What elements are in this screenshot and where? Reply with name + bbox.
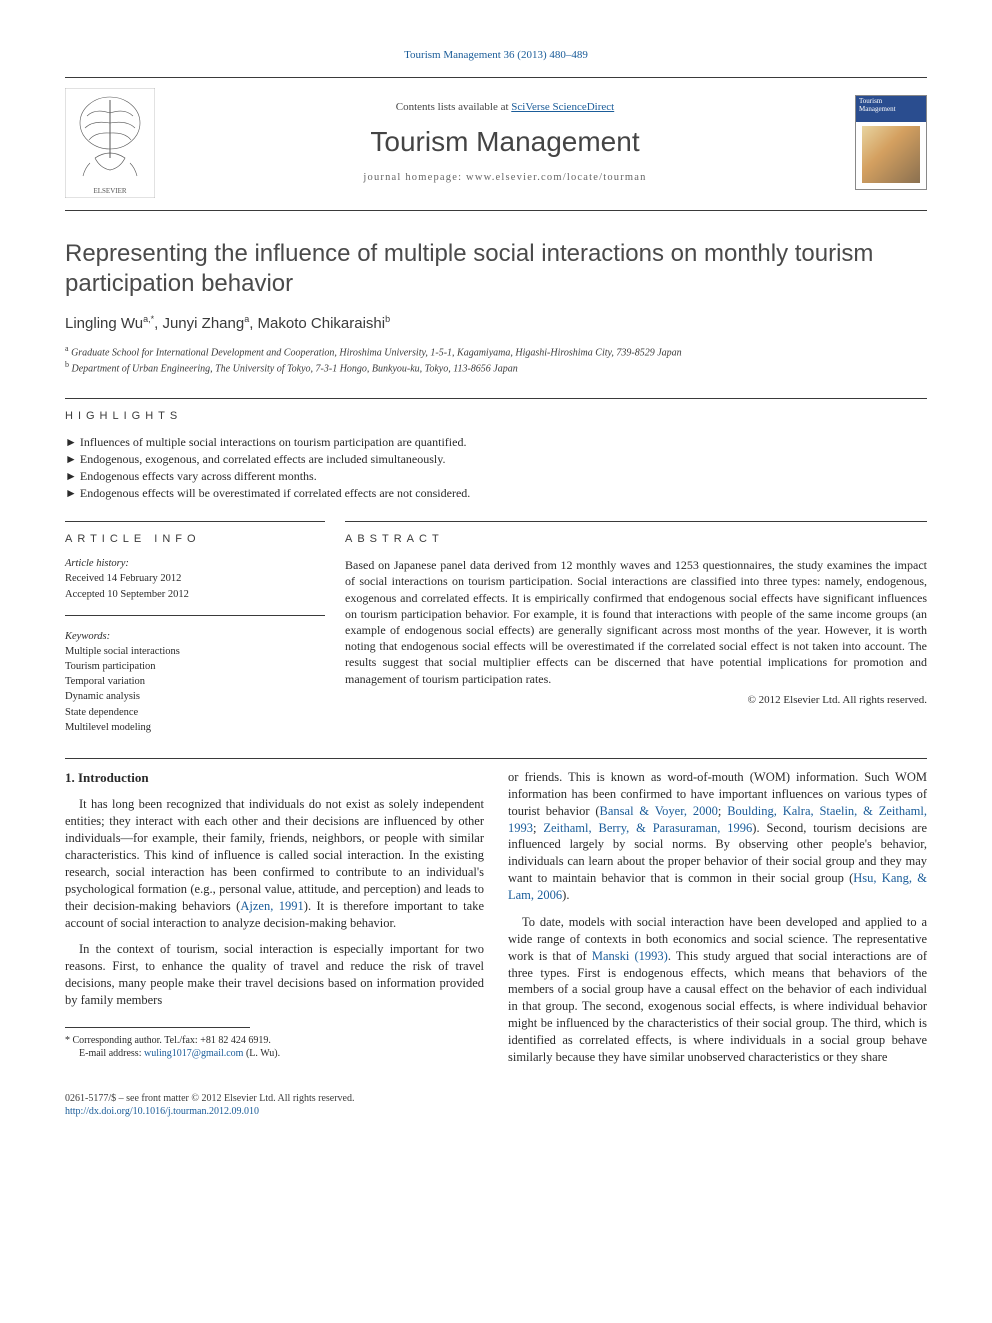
footnote-rule [65,1027,250,1028]
citation-link[interactable]: Zeithaml, Berry, & Parasuraman, 1996 [543,821,752,835]
author-1-marks: a,* [143,314,154,324]
keywords-label: Keywords: [65,630,325,644]
received-date: Received 14 February 2012 [65,572,325,586]
citation-link[interactable]: Manski (1993) [592,949,668,963]
affiliations: a Graduate School for International Deve… [65,344,927,376]
p3-tail: ). [562,888,569,902]
issn-line: 0261-5177/$ – see front matter © 2012 El… [65,1092,927,1106]
keyword-item: Temporal variation [65,675,325,689]
body-paragraph: To date, models with social interaction … [508,914,927,1066]
author-list: Lingling Wua,*, Junyi Zhanga, Makoto Chi… [65,313,927,334]
p1-text: It has long been recognized that individ… [65,797,484,912]
highlights-block: Influences of multiple social interactio… [65,434,927,502]
cover-title-2: Management [859,106,923,114]
article-info-heading: ARTICLE INFO [65,532,325,547]
section-number: 1. [65,770,75,785]
citation-line: Tourism Management 36 (2013) 480–489 [65,48,927,63]
journal-cover-thumbnail: Tourism Management [855,95,927,190]
abstract-column: ABSTRACT Based on Japanese panel data de… [345,521,927,736]
body-paragraph: or friends. This is known as word-of-mou… [508,769,927,904]
footnotes: * Corresponding author. Tel./fax: +81 82… [65,1034,484,1060]
sep: ; [718,804,727,818]
corresponding-author-note: * Corresponding author. Tel./fax: +81 82… [65,1034,484,1047]
article-info-column: ARTICLE INFO Article history: Received 1… [65,521,325,736]
sep: ; [533,821,543,835]
elsevier-tree-logo: ELSEVIER [65,88,155,198]
section-title: Introduction [78,770,149,785]
rule [65,398,927,399]
accepted-date: Accepted 10 September 2012 [65,588,325,602]
highlight-item: Endogenous effects will be overestimated… [65,485,927,501]
affil-a-text: Graduate School for International Develo… [71,347,682,358]
article-history: Article history: Received 14 February 20… [65,557,325,616]
email-label: E-mail address: [79,1048,144,1059]
highlights-heading: HIGHLIGHTS [65,409,927,424]
abstract-copyright: © 2012 Elsevier Ltd. All rights reserved… [345,693,927,708]
citation-link[interactable]: Bansal & Voyer, 2000 [600,804,718,818]
homepage-prefix: journal homepage: [363,172,466,183]
svg-text:ELSEVIER: ELSEVIER [93,187,126,195]
contents-prefix: Contents lists available at [396,101,511,113]
keyword-item: Tourism participation [65,660,325,674]
author-3-marks: b [385,314,390,324]
abstract-text: Based on Japanese panel data derived fro… [345,557,927,687]
doi-link[interactable]: http://dx.doi.org/10.1016/j.tourman.2012… [65,1106,259,1117]
affil-b-text: Department of Urban Engineering, The Uni… [72,363,518,374]
section-1-heading: 1. Introduction [65,769,484,787]
keyword-item: Multilevel modeling [65,721,325,735]
author-2-marks: a [244,314,249,324]
body-text: 1. Introduction It has long been recogni… [65,769,927,1076]
rule [65,758,927,759]
abstract-heading: ABSTRACT [345,532,927,547]
email-tail: (L. Wu). [243,1048,280,1059]
author-1: Lingling Wu [65,315,143,332]
sciencedirect-link[interactable]: SciVerse ScienceDirect [511,101,614,113]
article-title: Representing the influence of multiple s… [65,239,927,299]
homepage-url: www.elsevier.com/locate/tourman [466,172,647,183]
affil-b-mark: b [65,360,69,369]
highlight-item: Endogenous effects vary across different… [65,468,927,484]
body-paragraph: It has long been recognized that individ… [65,796,484,931]
p4-tail: . This study argued that social interact… [508,949,927,1064]
highlight-item: Endogenous, exogenous, and correlated ef… [65,451,927,467]
contents-available-line: Contents lists available at SciVerse Sci… [155,100,855,115]
affil-a-mark: a [65,344,69,353]
email-link[interactable]: wuling1017@gmail.com [144,1048,243,1059]
journal-homepage-line: journal homepage: www.elsevier.com/locat… [155,171,855,185]
highlight-item: Influences of multiple social interactio… [65,434,927,450]
author-3: Makoto Chikaraishi [258,315,386,332]
cover-image-placeholder [862,126,920,183]
journal-title: Tourism Management [155,123,855,161]
keywords-block: Keywords: Multiple social interactions T… [65,630,325,735]
keyword-item: State dependence [65,706,325,720]
citation-link[interactable]: Ajzen, 1991 [240,899,303,913]
history-label: Article history: [65,557,325,571]
author-2: Junyi Zhang [162,315,244,332]
journal-header: ELSEVIER Contents lists available at Sci… [65,77,927,211]
keyword-item: Multiple social interactions [65,645,325,659]
body-paragraph: In the context of tourism, social intera… [65,941,484,1009]
footer-bar: 0261-5177/$ – see front matter © 2012 El… [65,1092,927,1119]
keyword-item: Dynamic analysis [65,690,325,704]
